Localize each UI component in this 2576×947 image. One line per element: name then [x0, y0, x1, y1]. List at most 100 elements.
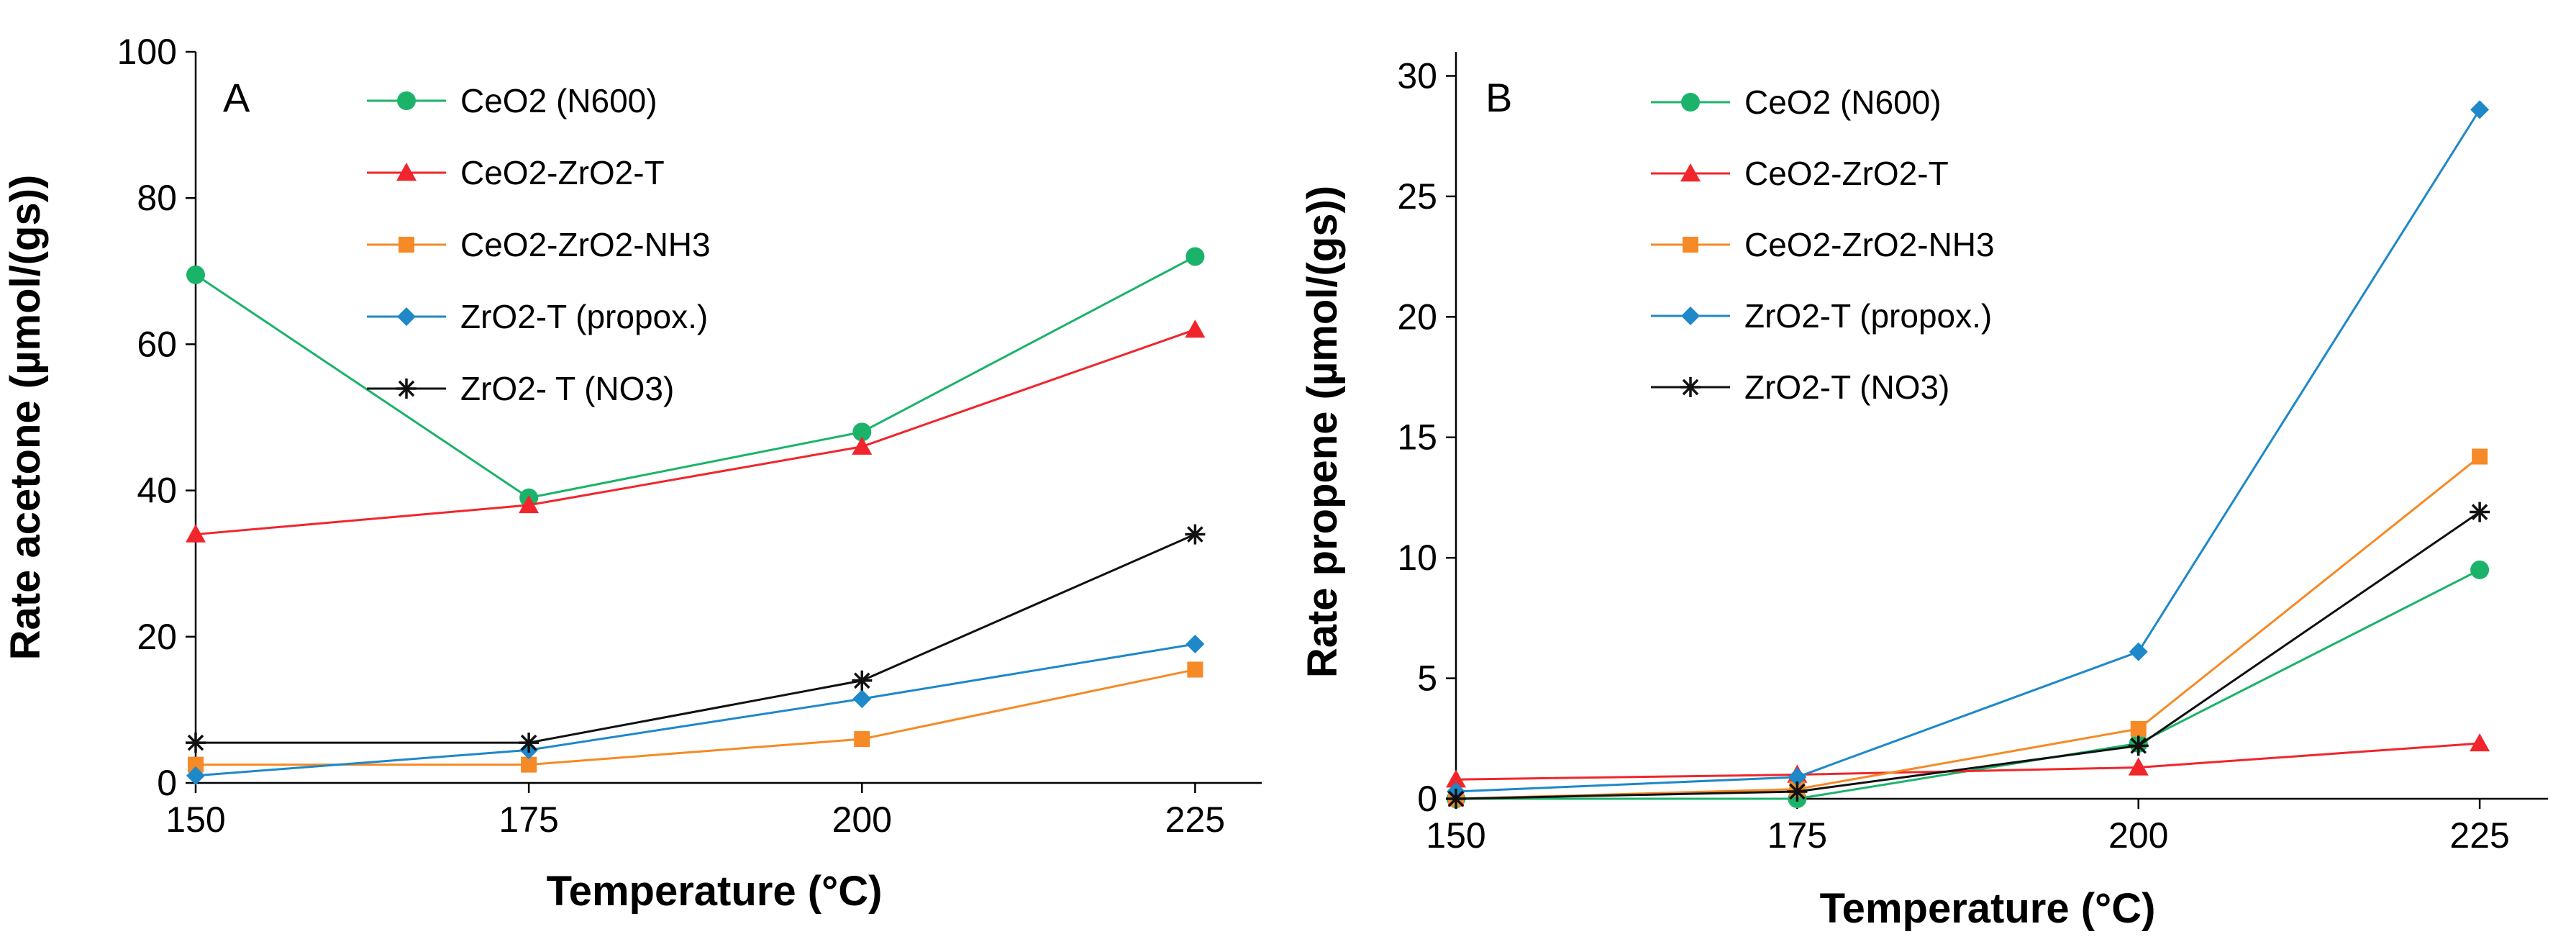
- legend-entry: CeO2-ZrO2-T: [367, 154, 665, 191]
- y-tick-label: 10: [1397, 538, 1437, 578]
- x-tick-label: 225: [2449, 815, 2509, 856]
- data-point: [2470, 502, 2490, 522]
- series-2: [1448, 448, 2488, 807]
- series-4: [186, 524, 1206, 753]
- data-point: [186, 766, 205, 785]
- series-line: [1455, 456, 2481, 800]
- series-0: [186, 247, 1205, 507]
- data-point: [186, 524, 206, 543]
- data-point: [1185, 320, 1206, 338]
- legend-label: CeO2-ZrO2-T: [460, 154, 665, 191]
- legend-entry: ZrO2- T (NO3): [367, 370, 674, 407]
- y-tick-label: 40: [137, 471, 177, 511]
- data-point: [1446, 789, 1466, 809]
- x-tick-label: 200: [832, 799, 892, 840]
- series-2: [188, 661, 1203, 773]
- legend-label: ZrO2-T (propox.): [460, 298, 708, 335]
- legend-label: CeO2-ZrO2-NH3: [1744, 226, 1995, 263]
- legend-entry: CeO2-ZrO2-T: [1651, 155, 1949, 192]
- y-tick-label: 0: [157, 763, 177, 803]
- data-point: [852, 422, 872, 442]
- data-point: [519, 494, 540, 514]
- series-line: [1456, 568, 2480, 800]
- data-point: [519, 733, 540, 753]
- data-point: [1187, 661, 1203, 678]
- legend-label: ZrO2-T (NO3): [1744, 368, 1949, 406]
- legend-entry: CeO2 (N600): [367, 82, 657, 119]
- series-line: [195, 643, 1196, 777]
- legend-marker: [396, 379, 417, 399]
- data-point: [2129, 642, 2148, 661]
- legend-marker: [1681, 93, 1700, 112]
- legend-marker: [1680, 377, 1701, 397]
- y-axis-title: Rate propene (µmol/(gs)): [1299, 186, 1346, 678]
- y-tick-label: 15: [1397, 417, 1437, 458]
- data-point: [186, 733, 206, 753]
- data-point: [2470, 100, 2490, 119]
- data-point: [2130, 720, 2147, 737]
- data-point: [854, 731, 870, 748]
- data-point: [1185, 247, 1205, 266]
- panel-letter: B: [1485, 75, 1512, 120]
- legend-marker: [399, 237, 414, 253]
- data-point: [2472, 448, 2488, 465]
- y-tick-label: 0: [1417, 779, 1437, 819]
- series-line: [1455, 511, 2480, 800]
- legend-entry: ZrO2-T (propox.): [1651, 297, 1992, 335]
- panel-b: 0 5 10 15 20 25 30 150 175 200 225 Temperature (°C)…: [1299, 52, 2548, 932]
- legend-entry: ZrO2-T (NO3): [1651, 368, 1949, 406]
- series-line: [196, 669, 1196, 766]
- series-1: [186, 320, 1206, 543]
- data-point: [852, 670, 873, 691]
- y-tick-label: 60: [137, 324, 177, 364]
- data-point: [1788, 767, 1807, 787]
- series-line: [1455, 742, 2480, 781]
- legend-label: CeO2-ZrO2-NH3: [460, 226, 711, 263]
- data-point: [188, 756, 204, 773]
- x-tick-label: 225: [1165, 799, 1225, 840]
- y-tick-label: 100: [117, 32, 177, 72]
- legend-marker: [1683, 237, 1698, 253]
- data-point: [2470, 733, 2490, 752]
- x-axis-title: Temperature (°C): [547, 868, 883, 915]
- y-tick-label: 80: [137, 178, 177, 218]
- panel-a: 0 20 40 60 80 100 150 175 200 225 Temperature (°C)…: [2, 32, 1262, 915]
- series-line: [1455, 109, 2481, 793]
- legend-entry: CeO2-ZrO2-NH3: [1651, 226, 1995, 263]
- y-tick-label: 20: [1397, 296, 1437, 337]
- series-1: [1446, 733, 2490, 788]
- legend-label: CeO2 (N600): [460, 82, 657, 119]
- legend-marker: [397, 307, 416, 326]
- y-tick-label: 30: [1397, 55, 1437, 96]
- series-3: [186, 634, 1205, 785]
- legend-marker: [1680, 163, 1701, 182]
- legend-entry: CeO2-ZrO2-NH3: [367, 226, 711, 263]
- legend-marker: [397, 91, 416, 110]
- legend-marker: [1681, 307, 1700, 325]
- data-point: [1446, 769, 1466, 788]
- x-tick-label: 150: [1426, 815, 1485, 856]
- data-point: [1787, 781, 1808, 802]
- data-point: [2470, 560, 2490, 579]
- legend-label: ZrO2- T (NO3): [460, 370, 674, 407]
- legend-marker: [396, 163, 417, 181]
- legend-label: ZrO2-T (propox.): [1744, 297, 1992, 335]
- y-axis-title: Rate acetone (µmol/(gs)): [2, 175, 49, 661]
- x-axis-title: Temperature (°C): [1820, 885, 2156, 932]
- data-point: [1185, 634, 1205, 653]
- data-point: [852, 436, 873, 455]
- x-tick-label: 200: [2108, 815, 2168, 856]
- y-tick-label: 5: [1417, 658, 1437, 699]
- x-tick-label: 175: [499, 799, 558, 840]
- y-tick-label: 25: [1397, 176, 1437, 217]
- legend-label: CeO2 (N600): [1744, 83, 1942, 121]
- x-tick-label: 150: [165, 799, 225, 840]
- data-point: [852, 689, 872, 709]
- legend-label: CeO2-ZrO2-T: [1744, 155, 1949, 192]
- x-tick-label: 175: [1767, 815, 1827, 856]
- data-point: [2128, 757, 2149, 776]
- series-3: [1447, 100, 2490, 801]
- series-line: [195, 328, 1196, 536]
